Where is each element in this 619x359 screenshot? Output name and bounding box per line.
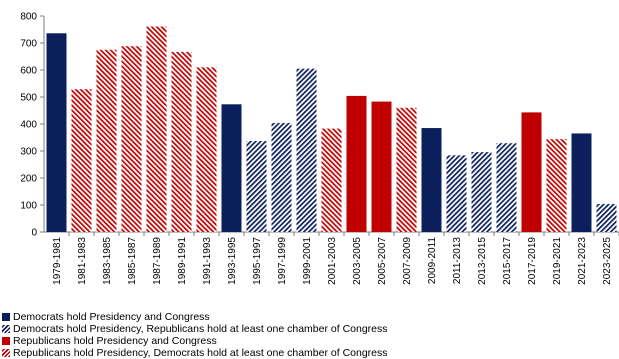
bar-1981-1983	[71, 89, 92, 232]
bar-2015-2017	[496, 143, 517, 232]
x-tick-label: 2007-2009	[402, 237, 413, 285]
legend-label-rep-split: Republicans hold Presidency, Democrats h…	[13, 347, 388, 359]
legend-swatch-rep-split	[2, 349, 10, 357]
bar-1983-1985	[96, 49, 117, 232]
legend-label-dem-full: Democrats hold Presidency and Congress	[13, 311, 210, 323]
x-tick-label: 1979-1981	[52, 237, 63, 285]
y-tick-label: 700	[20, 39, 37, 50]
x-tick-label: 2003-2005	[352, 237, 363, 285]
bar-1985-1987	[121, 46, 142, 232]
bar-1979-1981	[46, 33, 67, 232]
x-tick-label: 2023-2025	[602, 237, 613, 285]
legend-item-rep-full: Republicans hold Presidency and Congress	[2, 335, 617, 347]
bar-2003-2005	[346, 95, 367, 232]
legend-swatch-dem-full	[2, 313, 10, 321]
x-tick-label: 2017-2019	[527, 237, 538, 285]
bar-1999-2001	[296, 68, 317, 233]
bar-2021-2023	[571, 133, 592, 232]
bar-2009-2011	[421, 128, 442, 232]
x-tick-label: 2021-2023	[577, 237, 588, 285]
x-tick-label: 2005-2007	[377, 237, 388, 285]
bar-2001-2003	[321, 128, 342, 232]
x-tick-label: 2009-2011	[427, 237, 438, 285]
legend-label-dem-split: Democrats hold Presidency, Republicans h…	[13, 323, 388, 335]
y-tick-label: 200	[20, 174, 37, 185]
bar-2005-2007	[371, 101, 392, 232]
x-tick-label: 1991-1993	[202, 237, 213, 285]
x-tick-label: 1993-1995	[227, 237, 238, 285]
bar-1987-1989	[146, 26, 167, 233]
x-tick-label: 2001-2003	[327, 237, 338, 285]
x-tick-label: 1983-1985	[102, 237, 113, 285]
bars	[46, 26, 617, 233]
bar-2013-2015	[471, 152, 492, 232]
y-tick-label: 600	[20, 66, 37, 77]
y-tick-label: 800	[20, 12, 37, 23]
bar-1989-1991	[171, 51, 192, 232]
bar-2017-2019	[521, 112, 542, 232]
bar-2023-2025	[596, 203, 617, 232]
bar-1997-1999	[271, 122, 292, 232]
legend-item-rep-split: Republicans hold Presidency, Democrats h…	[2, 347, 617, 359]
bar-1995-1997	[246, 141, 267, 232]
bar-1993-1995	[221, 104, 242, 232]
bar-2019-2021	[546, 139, 567, 232]
x-tick-label: 1997-1999	[277, 237, 288, 285]
bar-1991-1993	[196, 67, 217, 232]
legend-item-dem-full: Democrats hold Presidency and Congress	[2, 311, 617, 323]
legend: Democrats hold Presidency and Congress D…	[2, 311, 617, 359]
y-tick-label: 400	[20, 120, 37, 131]
y-tick-label: 0	[31, 228, 37, 239]
legend-swatch-dem-split	[2, 325, 10, 333]
x-tick-label: 2019-2021	[552, 237, 563, 285]
x-tick-label: 1999-2001	[302, 237, 313, 285]
y-tick-label: 500	[20, 93, 37, 104]
bar-chart: 0 100 200 300 400 500 600 700 800 1979-1981 1981-…	[20, 12, 619, 285]
x-tick-label: 1987-1989	[152, 237, 163, 285]
x-axis: 1979-1981 1981-1983 1983-1985 1985-1987 1987…	[44, 231, 619, 285]
x-tick-label: 1995-1997	[252, 237, 263, 285]
y-tick-label: 100	[20, 201, 37, 212]
y-tick-label: 300	[20, 147, 37, 158]
y-axis: 0 100 200 300 400 500 600 700 800	[20, 12, 45, 239]
x-tick-label: 2015-2017	[502, 237, 513, 285]
bar-2011-2013	[446, 155, 467, 232]
x-tick-label: 1989-1991	[177, 237, 188, 285]
x-tick-label: 2011-2013	[452, 237, 463, 285]
x-tick-label: 1981-1983	[77, 237, 88, 285]
x-tick-label: 1985-1987	[127, 237, 138, 285]
legend-label-rep-full: Republicans hold Presidency and Congress	[13, 335, 217, 347]
legend-swatch-rep-full	[2, 337, 10, 345]
bar-2007-2009	[396, 107, 417, 232]
x-tick-label: 2013-2015	[477, 237, 488, 285]
legend-item-dem-split: Democrats hold Presidency, Republicans h…	[2, 323, 617, 335]
